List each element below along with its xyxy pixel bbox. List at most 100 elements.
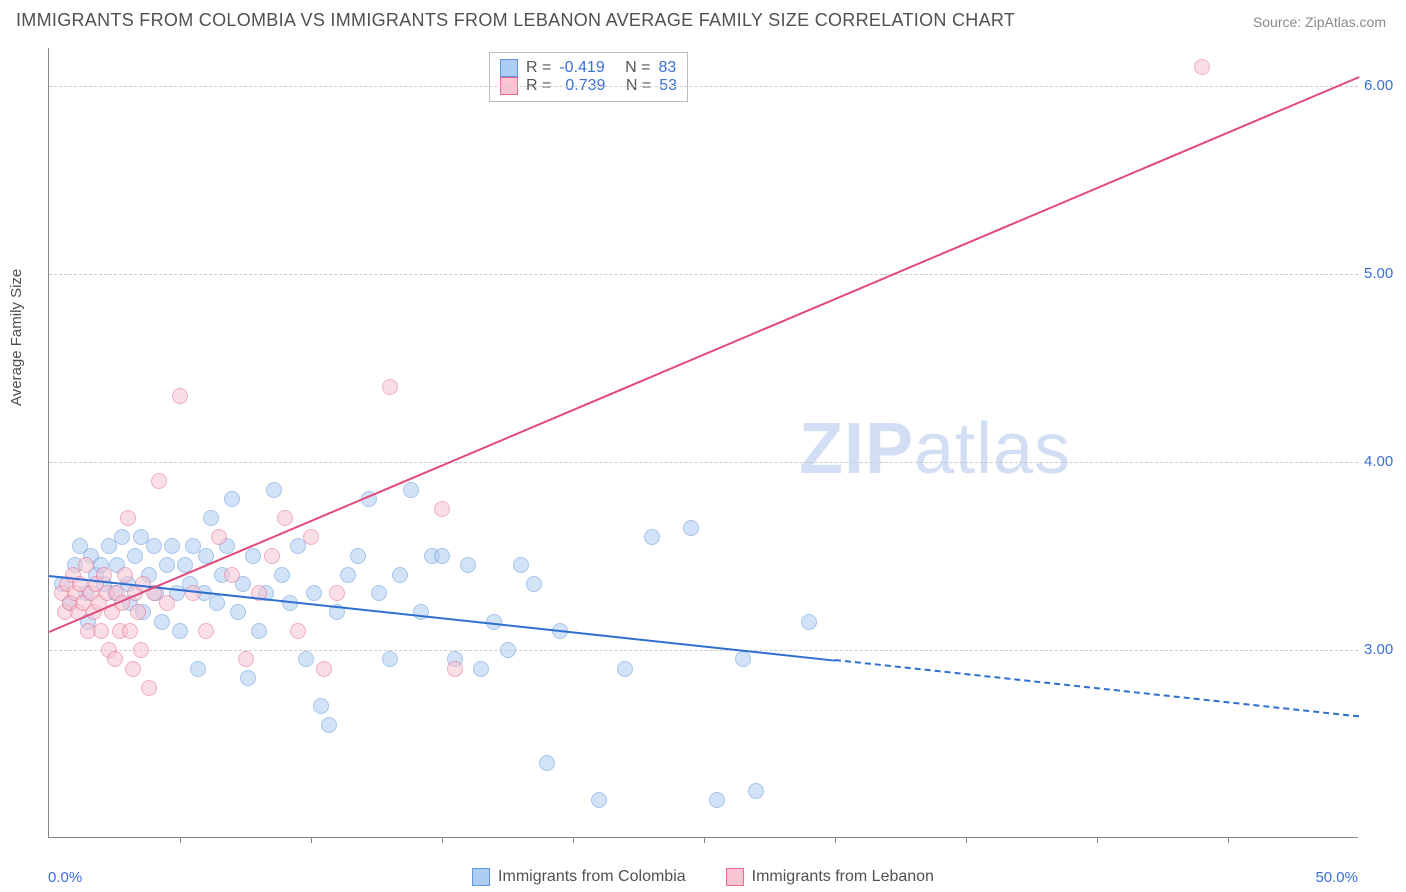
point-colombia: [274, 567, 290, 583]
point-colombia: [190, 661, 206, 677]
chart-title: IMMIGRANTS FROM COLOMBIA VS IMMIGRANTS F…: [16, 10, 1015, 31]
stats-row-colombia: R = -0.419 N = 83: [500, 59, 677, 77]
point-colombia: [513, 557, 529, 573]
point-lebanon: [107, 651, 123, 667]
point-colombia: [114, 529, 130, 545]
point-lebanon: [141, 680, 157, 696]
legend-label: Immigrants from Colombia: [498, 868, 686, 886]
x-tick: [442, 837, 443, 843]
point-lebanon: [93, 623, 109, 639]
point-lebanon: [447, 661, 463, 677]
point-colombia: [392, 567, 408, 583]
y-tick-label: 6.00: [1364, 77, 1406, 94]
x-tick: [573, 837, 574, 843]
point-lebanon: [238, 651, 254, 667]
trend-line: [835, 659, 1359, 717]
x-axis-min-label: 0.0%: [48, 869, 82, 886]
point-colombia: [591, 792, 607, 808]
point-colombia: [321, 717, 337, 733]
point-colombia: [801, 614, 817, 630]
point-colombia: [251, 623, 267, 639]
point-colombia: [413, 604, 429, 620]
point-colombia: [683, 520, 699, 536]
point-colombia: [209, 595, 225, 611]
point-colombia: [500, 642, 516, 658]
point-lebanon: [382, 379, 398, 395]
point-colombia: [240, 670, 256, 686]
point-colombia: [313, 698, 329, 714]
point-lebanon: [264, 548, 280, 564]
point-lebanon: [78, 557, 94, 573]
point-lebanon: [1194, 59, 1210, 75]
point-lebanon: [125, 661, 141, 677]
point-lebanon: [316, 661, 332, 677]
stat-r-value: -0.419: [559, 59, 604, 77]
point-colombia: [172, 623, 188, 639]
y-axis-label: Average Family Size: [8, 269, 25, 406]
point-colombia: [371, 585, 387, 601]
watermark-text: ZIPatlas: [799, 408, 1071, 490]
point-colombia: [644, 529, 660, 545]
point-colombia: [539, 755, 555, 771]
point-colombia: [460, 557, 476, 573]
point-lebanon: [172, 388, 188, 404]
y-tick-label: 4.00: [1364, 453, 1406, 470]
point-lebanon: [303, 529, 319, 545]
point-colombia: [617, 661, 633, 677]
point-lebanon: [329, 585, 345, 601]
point-colombia: [203, 510, 219, 526]
gridline: [49, 86, 1358, 87]
y-tick-label: 5.00: [1364, 265, 1406, 282]
x-tick: [180, 837, 181, 843]
swatch-lebanon-icon: [726, 868, 744, 886]
point-lebanon: [185, 585, 201, 601]
point-colombia: [403, 482, 419, 498]
point-colombia: [748, 783, 764, 799]
point-colombia: [306, 585, 322, 601]
x-tick: [966, 837, 967, 843]
legend-item-colombia: Immigrants from Colombia: [472, 868, 686, 886]
stat-label: R =: [526, 59, 551, 77]
point-colombia: [735, 651, 751, 667]
point-lebanon: [211, 529, 227, 545]
x-tick: [311, 837, 312, 843]
point-lebanon: [122, 623, 138, 639]
point-colombia: [526, 576, 542, 592]
scatter-plot-area: ZIPatlas R = -0.419 N = 83 R = 0.739 N =…: [48, 48, 1358, 838]
x-tick: [835, 837, 836, 843]
point-colombia: [434, 548, 450, 564]
point-colombia: [164, 538, 180, 554]
swatch-colombia-icon: [472, 868, 490, 886]
point-colombia: [146, 538, 162, 554]
legend-label: Immigrants from Lebanon: [752, 868, 934, 886]
point-lebanon: [117, 567, 133, 583]
point-lebanon: [224, 567, 240, 583]
point-lebanon: [434, 501, 450, 517]
point-colombia: [709, 792, 725, 808]
point-colombia: [340, 567, 356, 583]
point-lebanon: [290, 623, 306, 639]
point-lebanon: [133, 642, 149, 658]
point-colombia: [127, 548, 143, 564]
x-tick: [1228, 837, 1229, 843]
stat-n-value: 83: [659, 59, 677, 77]
point-lebanon: [120, 510, 136, 526]
trend-line: [49, 76, 1360, 633]
point-colombia: [350, 548, 366, 564]
x-axis-max-label: 50.0%: [1315, 869, 1358, 886]
stat-label: N =: [625, 59, 650, 77]
series-legend: Immigrants from Colombia Immigrants from…: [472, 868, 934, 886]
gridline: [49, 274, 1358, 275]
gridline: [49, 462, 1358, 463]
source-attribution: Source: ZipAtlas.com: [1253, 14, 1386, 30]
point-colombia: [159, 557, 175, 573]
point-lebanon: [130, 604, 146, 620]
correlation-stats-box: R = -0.419 N = 83 R = 0.739 N = 53: [489, 52, 688, 102]
point-colombia: [245, 548, 261, 564]
swatch-colombia-icon: [500, 59, 518, 77]
x-tick: [1097, 837, 1098, 843]
point-colombia: [154, 614, 170, 630]
point-lebanon: [277, 510, 293, 526]
point-colombia: [382, 651, 398, 667]
point-colombia: [224, 491, 240, 507]
